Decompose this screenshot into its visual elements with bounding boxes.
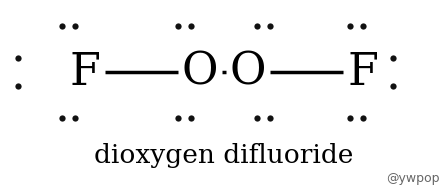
Text: dioxygen difluoride: dioxygen difluoride <box>95 142 353 168</box>
Text: F: F <box>348 50 379 94</box>
Text: @ywpop: @ywpop <box>387 172 440 185</box>
Text: O: O <box>182 50 218 94</box>
Text: O: O <box>230 50 266 94</box>
Text: F: F <box>69 50 100 94</box>
